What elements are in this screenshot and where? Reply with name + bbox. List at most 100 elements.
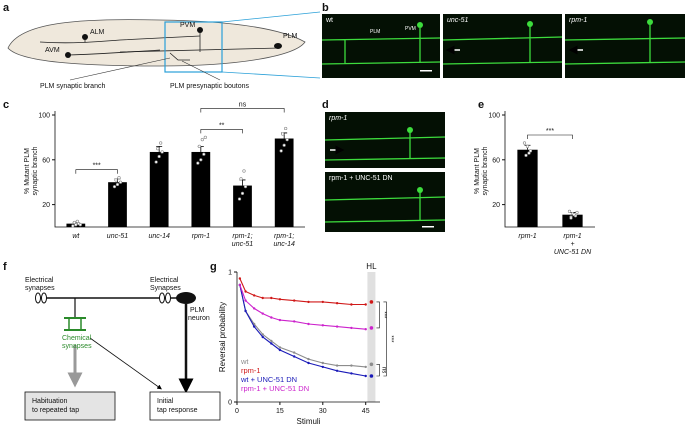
panel-label: g: [210, 261, 217, 273]
y-axis-label: % Mutant PLMsynaptic branch: [474, 146, 489, 195]
y-axis-label: Reversal probability: [218, 302, 227, 372]
series-dot: [270, 342, 273, 345]
data-point: [71, 224, 75, 228]
data-point: [197, 144, 201, 148]
significance-label: ***: [387, 335, 393, 343]
series-dot: [270, 316, 273, 319]
panel-label: b: [322, 2, 329, 14]
series-dot: [307, 322, 310, 326]
series-dot: [307, 361, 310, 365]
hl-point: [369, 362, 374, 367]
cell-gfp: [417, 187, 423, 193]
y-tick-label: 20: [492, 202, 500, 209]
significance-bracket: [527, 134, 573, 139]
neuron-label: PLM: [370, 29, 380, 35]
series-dot: [261, 335, 264, 339]
data-point: [282, 143, 286, 147]
cell-body: [274, 43, 282, 49]
data-point: [524, 153, 528, 157]
neuron-label: ALM: [90, 29, 105, 36]
series-line: [239, 284, 366, 368]
electrical-synapse: [35, 292, 41, 304]
bar: [517, 149, 538, 227]
data-point: [569, 216, 573, 220]
label: Initial tap response: [157, 398, 198, 414]
panel-label: c: [3, 99, 9, 111]
significance-bracket: [376, 364, 380, 377]
label-line: to repeated tap: [32, 407, 79, 414]
series-dot: [278, 318, 282, 322]
label-line: Habituation: [32, 398, 68, 405]
neuron-label: PLM: [283, 33, 298, 40]
outcome-box: [24, 391, 116, 421]
label-line: tap response: [157, 407, 198, 414]
x-tick-label: rpm-1; unc-14: [273, 233, 295, 248]
significance-label: ***: [546, 128, 554, 135]
series-dot: [252, 307, 256, 310]
series-dot: [244, 290, 247, 293]
series-dot: [244, 309, 247, 313]
electrical-synapse: [159, 292, 165, 304]
micrograph: [565, 14, 685, 78]
series-dot: [364, 365, 367, 369]
data-point: [202, 152, 206, 156]
x-axis-label: Stimuli: [296, 417, 320, 426]
series-dot: [293, 299, 296, 302]
x-tick-label-line: rpm-1;: [274, 233, 294, 240]
significance-label: ***: [380, 311, 386, 319]
bar: [233, 185, 252, 227]
circuit-diagram: Electrical synapses Electrical Synapses PL…: [24, 277, 221, 421]
label-line: synapses: [62, 343, 92, 350]
significance-bracket: [376, 301, 380, 329]
bar: [191, 151, 211, 227]
series-line: [239, 284, 366, 330]
data-point: [572, 213, 576, 217]
cell-gfp: [527, 21, 533, 27]
hl-point: [369, 374, 374, 378]
data-point: [157, 154, 161, 159]
y-tick-label: 60: [42, 157, 50, 164]
label-line: Initial: [157, 398, 174, 405]
y-axis-label-line: % Mutant PLM: [474, 148, 481, 194]
data-point: [527, 151, 531, 155]
label: Electrical synapses: [25, 277, 55, 292]
bar: [149, 151, 169, 227]
electrical-synapse: [41, 292, 47, 304]
x-tick-label: 15: [276, 408, 284, 415]
series-dot: [364, 328, 367, 331]
data-point: [203, 135, 207, 139]
series-dot: [252, 294, 256, 297]
error-bar: [156, 145, 163, 152]
hl-label: HL: [366, 262, 377, 271]
x-tick-label-line: unc-14: [273, 241, 295, 248]
y-tick-label: 0: [228, 400, 232, 407]
data-point: [114, 178, 118, 182]
axis-line: [54, 111, 305, 228]
data-point: [528, 149, 533, 153]
label-line: synapses: [25, 285, 55, 292]
micrographs-b: wt unc-51 rpm-1 PLM PVM: [321, 14, 685, 78]
x-tick-label-line: unc-51: [232, 241, 254, 248]
data-point: [78, 223, 82, 227]
bar: [108, 182, 127, 227]
outcome-box: [149, 391, 221, 421]
cell-body: [65, 52, 71, 58]
series-dot: [335, 369, 339, 372]
zoom-line: [221, 11, 321, 79]
series-dot: [307, 357, 310, 361]
data-point: [118, 180, 123, 184]
series-dot: [261, 333, 264, 336]
x-tick-label-line: rpm-1;: [232, 233, 252, 240]
significance-bracket: [200, 108, 285, 113]
x-tick-label-line: +: [570, 241, 574, 248]
legend-entry: rpm-1: [241, 366, 261, 375]
significance-label: ns: [239, 101, 247, 108]
data-point: [285, 138, 289, 142]
data-point: [243, 185, 248, 189]
series-dot: [293, 355, 296, 358]
scale-bar: [422, 226, 434, 228]
series-dot: [307, 300, 310, 304]
x-tick-label: 0: [235, 408, 239, 415]
series-line: [239, 284, 366, 377]
